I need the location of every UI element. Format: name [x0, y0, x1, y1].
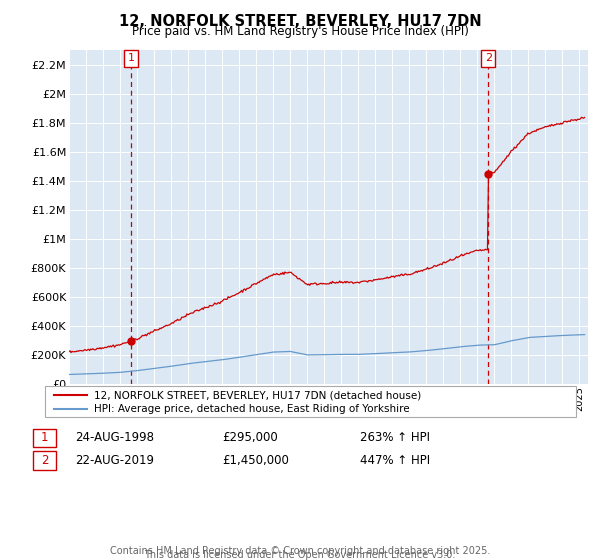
- Text: 2: 2: [485, 53, 492, 63]
- Text: 12, NORFOLK STREET, BEVERLEY, HU17 7DN: 12, NORFOLK STREET, BEVERLEY, HU17 7DN: [119, 14, 481, 29]
- Text: 22-AUG-2019: 22-AUG-2019: [75, 454, 154, 467]
- Text: £295,000: £295,000: [222, 431, 278, 445]
- Text: 2: 2: [41, 454, 48, 467]
- Text: 24-AUG-1998: 24-AUG-1998: [75, 431, 154, 445]
- Text: Contains HM Land Registry data © Crown copyright and database right 2025.: Contains HM Land Registry data © Crown c…: [110, 545, 490, 556]
- Text: 1: 1: [41, 431, 48, 445]
- Text: 12, NORFOLK STREET, BEVERLEY, HU17 7DN (detached house): 12, NORFOLK STREET, BEVERLEY, HU17 7DN (…: [94, 390, 421, 400]
- Text: 447% ↑ HPI: 447% ↑ HPI: [360, 454, 430, 467]
- Text: £1,450,000: £1,450,000: [222, 454, 289, 467]
- Text: Price paid vs. HM Land Registry's House Price Index (HPI): Price paid vs. HM Land Registry's House …: [131, 25, 469, 38]
- Text: This data is licensed under the Open Government Licence v3.0.: This data is licensed under the Open Gov…: [145, 550, 455, 560]
- Text: 263% ↑ HPI: 263% ↑ HPI: [360, 431, 430, 445]
- Text: 1: 1: [128, 53, 134, 63]
- Text: HPI: Average price, detached house, East Riding of Yorkshire: HPI: Average price, detached house, East…: [94, 404, 410, 414]
